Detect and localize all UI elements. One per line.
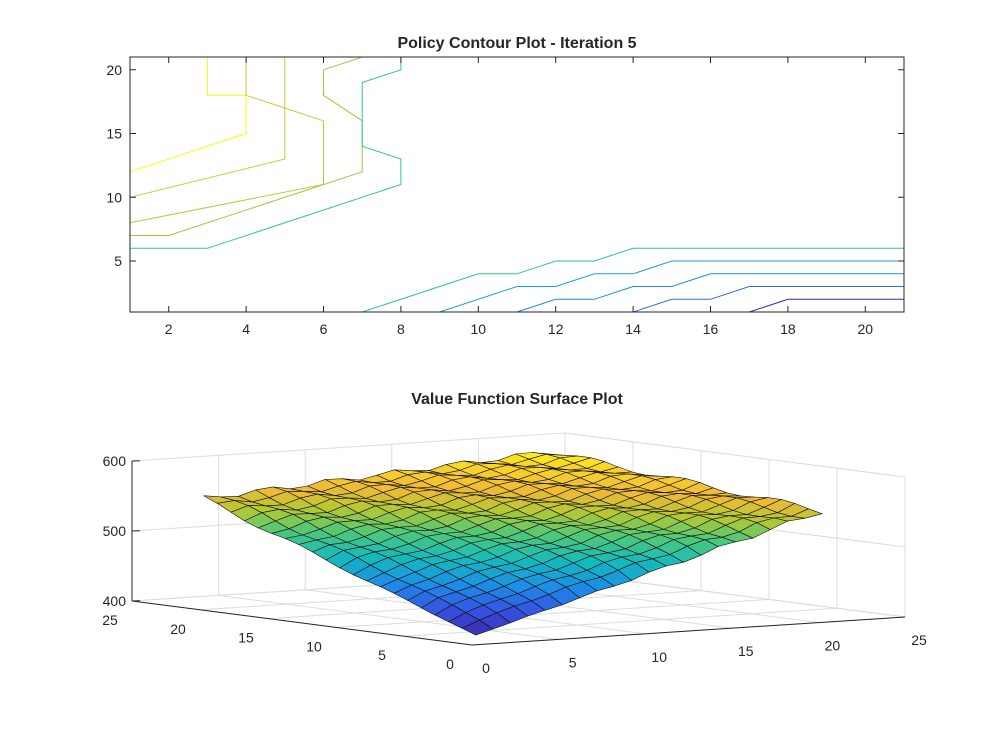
contour-xtick-label: 2 (165, 321, 173, 337)
surface-ytick-label: 5 (378, 647, 386, 663)
surface-y-axis (131, 600, 473, 646)
surface-xtick-label: 20 (825, 638, 841, 654)
contour-xtick-label: 8 (397, 321, 405, 337)
contour-xtick-label: 16 (703, 321, 719, 337)
surface-ztick-label: 400 (103, 593, 127, 609)
contour-line-4 (130, 57, 402, 249)
contour-line-7 (516, 273, 904, 313)
surface-grid-y-floor (335, 598, 770, 628)
contour-ytick-label: 10 (106, 189, 122, 205)
surface-xtick-label: 25 (911, 632, 927, 648)
contour-axes-box (129, 56, 905, 313)
surface-title: Value Function Surface Plot (411, 391, 623, 408)
surface-ytick-label: 25 (102, 612, 118, 628)
contour-line-1 (129, 57, 286, 198)
contour-xtick-label: 14 (625, 321, 641, 337)
surface-ytick-label: 0 (446, 656, 454, 672)
surface-ztick-label: 600 (103, 453, 127, 469)
surface-grid-z-side (564, 432, 906, 478)
contour-line-6 (439, 260, 904, 313)
surface-x-axis (471, 616, 906, 646)
contour-ytick-label: 5 (114, 253, 122, 269)
contour-ytick-label: 15 (106, 126, 122, 142)
contour-xtick-label: 18 (780, 321, 796, 337)
contour-xtick-label: 6 (320, 321, 328, 337)
surface-xtick-label: 10 (651, 649, 667, 665)
surface-grid-x-floor (218, 594, 559, 640)
surface-xtick-label: 5 (569, 654, 577, 670)
surface-ytick-label: 15 (238, 630, 254, 646)
surface-grid-z-back (131, 432, 566, 462)
surface-patch (461, 619, 494, 636)
surface-ytick-label: 20 (170, 621, 186, 637)
surface-ytick-label: 10 (306, 638, 322, 654)
surface-xtick-label: 0 (482, 660, 490, 676)
contour-xtick-label: 12 (548, 321, 564, 337)
contour-xtick-label: 20 (858, 321, 874, 337)
contour-line-2 (129, 57, 324, 224)
surface-ztick-label: 500 (103, 523, 127, 539)
contour-title: Policy Contour Plot - Iteration 5 (397, 35, 636, 52)
contour-xtick-label: 10 (471, 321, 487, 337)
contour-line-5 (362, 247, 904, 313)
contour-ytick-label: 20 (106, 62, 122, 78)
contour-line-9 (749, 298, 904, 313)
contour-xtick-label: 4 (242, 321, 250, 337)
surface-xtick-label: 15 (738, 643, 754, 659)
contour-line-8 (632, 286, 904, 313)
